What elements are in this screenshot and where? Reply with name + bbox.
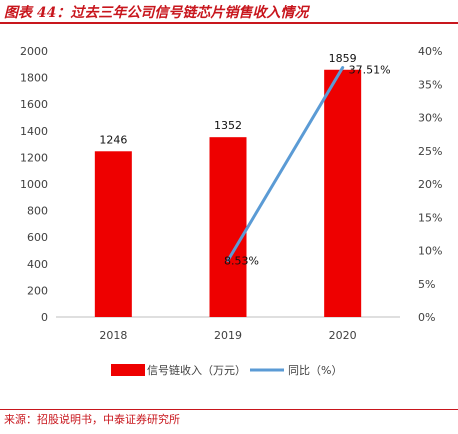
y-right-tick-label: 40% [418, 45, 442, 58]
legend: 信号链收入（万元） 同比（%） [111, 363, 342, 377]
y-left-tick-label: 1800 [20, 72, 48, 85]
legend-bar-swatch [111, 364, 145, 376]
y-right-tick-label: 0% [418, 311, 435, 324]
footer-rule [0, 409, 458, 410]
y-right-tick-label: 20% [418, 178, 442, 191]
x-tick-label: 2018 [99, 329, 127, 342]
figure-title: 图表 44：过去三年公司信号链芯片销售收入情况 [4, 5, 309, 21]
bars-group [94, 69, 362, 318]
y-right-tick-label: 10% [418, 245, 442, 258]
y-left-tick-label: 1600 [20, 98, 48, 111]
bar-value-label: 1859 [329, 52, 357, 65]
bar [94, 151, 132, 317]
y-right-tick-label: 15% [418, 211, 442, 224]
x-tick-label: 2020 [329, 329, 357, 342]
axes-group: 0 200 400 600 800 1000 1200 1400 1600 1800 2000 0% 5… [20, 45, 442, 342]
line-group [226, 66, 345, 262]
y-left-tick-label: 1000 [20, 178, 48, 191]
source-note: 来源：招股说明书，中泰证券研究所 [4, 413, 180, 426]
legend-bar-label: 信号链收入（万元） [147, 363, 246, 377]
y-right-tick-label: 30% [418, 112, 442, 125]
x-tick-label: 2019 [214, 329, 242, 342]
bar-value-label: 1246 [99, 133, 127, 146]
y-left-tick-label: 1200 [20, 151, 48, 164]
yoy-value-label: 37.51% [349, 64, 391, 77]
yoy-line [226, 66, 345, 262]
y-right-tick-label: 5% [418, 278, 435, 291]
bar [209, 137, 247, 317]
y-left-tick-label: 800 [27, 205, 48, 218]
bar [324, 69, 362, 318]
y-left-tick-label: 1400 [20, 125, 48, 138]
y-left-tick-label: 0 [41, 311, 48, 324]
chart: 0 200 400 600 800 1000 1200 1400 1600 1800 2000 0% 5… [20, 45, 442, 377]
legend-line-label: 同比（%） [288, 364, 342, 377]
y-left-tick-label: 2000 [20, 45, 48, 58]
y-right-tick-label: 25% [418, 145, 442, 158]
title-rule [0, 22, 458, 24]
bar-value-label: 1352 [214, 119, 242, 132]
y-left-tick-label: 400 [27, 258, 48, 271]
y-right-tick-label: 35% [418, 78, 442, 91]
y-left-tick-label: 600 [27, 231, 48, 244]
y-left-tick-label: 200 [27, 284, 48, 297]
yoy-value-label: 8.53% [224, 254, 259, 267]
data-labels-group: 1246 1352 1859 8.53% 37.51% [99, 52, 390, 268]
